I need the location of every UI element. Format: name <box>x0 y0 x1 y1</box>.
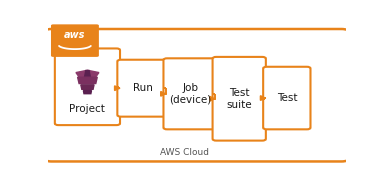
FancyBboxPatch shape <box>164 58 217 129</box>
Polygon shape <box>81 85 94 89</box>
Text: AWS Cloud: AWS Cloud <box>161 148 209 157</box>
FancyBboxPatch shape <box>44 29 349 161</box>
Polygon shape <box>83 91 91 94</box>
Polygon shape <box>78 77 97 84</box>
Text: aws: aws <box>64 31 86 40</box>
Text: Job
(device): Job (device) <box>169 83 211 105</box>
FancyBboxPatch shape <box>263 67 311 129</box>
Polygon shape <box>76 70 99 77</box>
FancyBboxPatch shape <box>51 24 99 57</box>
Text: Run: Run <box>132 83 152 93</box>
Polygon shape <box>84 70 90 77</box>
FancyBboxPatch shape <box>118 60 168 117</box>
FancyBboxPatch shape <box>55 48 120 125</box>
Text: Test: Test <box>276 93 297 103</box>
Text: Test
suite: Test suite <box>227 88 252 110</box>
Text: Project: Project <box>70 104 105 114</box>
FancyBboxPatch shape <box>213 57 266 141</box>
